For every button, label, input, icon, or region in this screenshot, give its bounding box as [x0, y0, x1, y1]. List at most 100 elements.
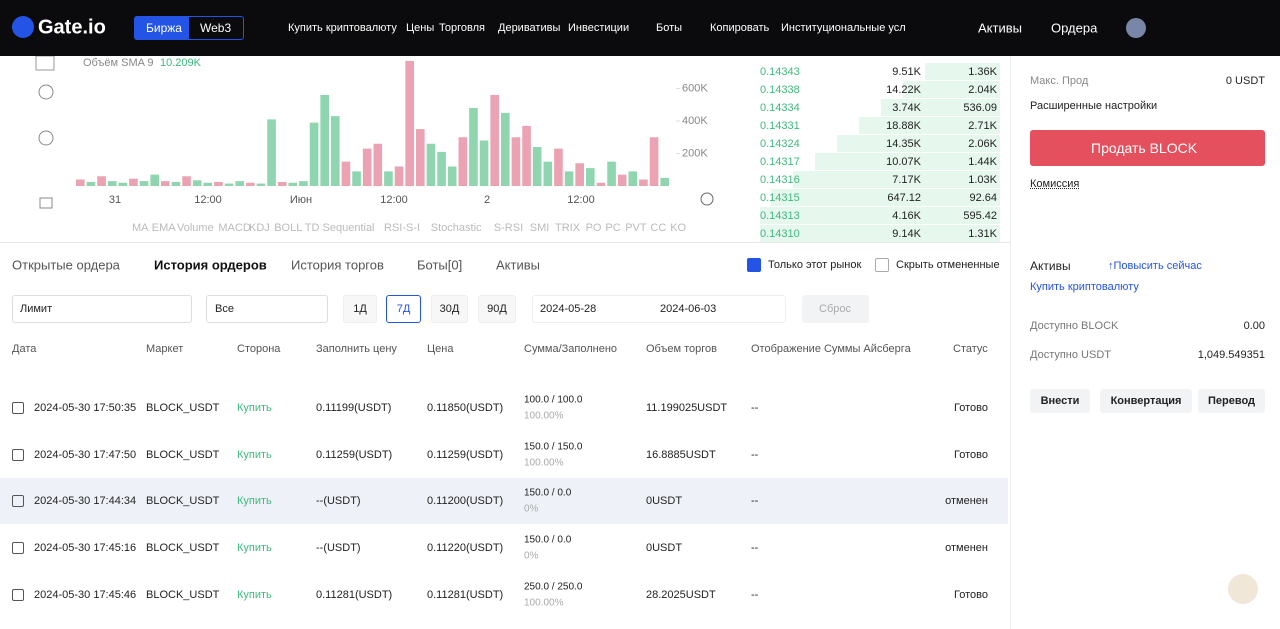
nav-menu-item[interactable]: Копировать	[710, 22, 770, 34]
asset-button-bg[interactable]	[1198, 389, 1265, 413]
asset-button[interactable]: Конвертация	[1110, 395, 1182, 407]
reset-button-bg[interactable]	[802, 295, 869, 323]
nav-menu-item[interactable]: Боты	[656, 22, 683, 34]
buy-link[interactable]: Купить криптовалюту	[1030, 281, 1139, 293]
indicator[interactable]: KDJ	[249, 222, 270, 234]
avatar[interactable]	[1126, 18, 1146, 38]
indicator[interactable]: CC	[650, 222, 666, 234]
fee-link[interactable]: Комиссия	[1030, 178, 1080, 190]
indicator[interactable]: Volume	[177, 222, 214, 234]
asset-button[interactable]: Перевод	[1207, 395, 1256, 407]
support-icon[interactable]	[1228, 574, 1258, 604]
nav-menu-item[interactable]: Цены	[406, 22, 435, 34]
volume-bar	[267, 119, 276, 186]
indicator[interactable]: PVT	[625, 222, 647, 234]
period-button[interactable]	[343, 295, 377, 323]
asset-button-bg[interactable]	[1030, 389, 1090, 413]
x-tick-label: 12:00	[567, 194, 595, 206]
book-total: 2.04K	[968, 84, 997, 96]
book-price[interactable]: 0.14315	[760, 192, 800, 204]
nav-menu-item[interactable]: Купить криптовалюту	[288, 22, 397, 34]
period-button[interactable]	[431, 295, 468, 323]
nav-tab[interactable]: Биржа	[146, 21, 182, 35]
period-button[interactable]	[478, 295, 516, 323]
book-price[interactable]: 0.14316	[760, 174, 800, 186]
asset-button[interactable]: Внести	[1040, 395, 1080, 407]
cell-iceberg: --	[751, 449, 759, 461]
indicator[interactable]: RSI-S-I	[384, 222, 420, 234]
select[interactable]	[206, 295, 328, 323]
cell-side: Купить	[237, 542, 272, 554]
period-button[interactable]	[386, 295, 421, 323]
book-price[interactable]: 0.14331	[760, 120, 800, 132]
indicator[interactable]: EMA	[152, 222, 177, 234]
advanced-settings[interactable]: Расширенные настройки	[1030, 100, 1158, 112]
nav-menu-item[interactable]: Инвестиции	[568, 22, 630, 34]
order-tab[interactable]: История ордеров	[154, 257, 267, 273]
tool-icon	[35, 56, 55, 71]
order-tab[interactable]: Активы	[496, 257, 540, 273]
period-label[interactable]: 90Д	[487, 303, 507, 315]
upgrade-link[interactable]: ↑Повысить сейчас	[1108, 260, 1202, 272]
select-value[interactable]: Лимит	[20, 303, 53, 315]
indicator[interactable]: PO	[586, 222, 602, 234]
logo-icon	[12, 16, 34, 38]
period-label[interactable]: 30Д	[439, 303, 460, 315]
asset-button-bg[interactable]	[1100, 389, 1192, 413]
indicator[interactable]: MA	[132, 222, 149, 234]
expand-icon[interactable]	[12, 402, 24, 414]
book-price[interactable]: 0.14313	[760, 210, 800, 222]
order-tab[interactable]: Открытые ордера	[12, 257, 120, 273]
expand-icon[interactable]	[12, 542, 24, 554]
expand-icon[interactable]	[12, 495, 24, 507]
reset-button[interactable]: Сброс	[819, 303, 851, 315]
period-label[interactable]: 7Д	[396, 303, 411, 315]
cell-amount: 150.0 / 0.0	[524, 487, 572, 499]
indicator[interactable]: S-RSI	[494, 222, 523, 234]
date-to[interactable]: 2024-06-03	[660, 303, 717, 315]
volume-bar	[299, 181, 308, 186]
check-label[interactable]: Только этот рынок	[768, 259, 862, 271]
volume-bar	[394, 166, 404, 186]
volume-bar	[543, 161, 553, 186]
check-label[interactable]: Скрыть отмененные	[896, 259, 1000, 271]
book-amount: 3.74K	[892, 102, 921, 114]
sell-button[interactable]: Продать BLOCK	[1091, 140, 1198, 156]
indicator[interactable]: TD Sequential	[305, 222, 375, 234]
sma-label: Объём SMA 9	[83, 57, 154, 69]
indicator[interactable]: Stochastic	[431, 222, 482, 234]
book-price[interactable]: 0.14334	[760, 102, 800, 114]
date-range[interactable]	[532, 295, 786, 323]
volume-bar	[288, 182, 298, 186]
nav-menu-item[interactable]: Деривативы	[498, 22, 561, 34]
nav-right-item[interactable]: Ордера	[1051, 20, 1098, 36]
indicator[interactable]: TRIX	[555, 222, 581, 234]
select-value[interactable]: Все	[215, 303, 234, 315]
book-price[interactable]: 0.14324	[760, 138, 800, 150]
date-from[interactable]: 2024-05-28	[540, 303, 597, 315]
period-label[interactable]: 1Д	[353, 303, 367, 315]
logo[interactable]: Gate.io	[38, 16, 106, 39]
nav-right-item[interactable]: Активы	[978, 20, 1022, 36]
book-price[interactable]: 0.14317	[760, 156, 800, 168]
indicator[interactable]: SMI	[530, 222, 550, 234]
expand-icon[interactable]	[12, 589, 24, 601]
order-tab[interactable]: Боты[0]	[417, 257, 463, 273]
indicator[interactable]: PC	[605, 222, 620, 234]
nav-menu-item[interactable]: Институциональные усл	[781, 22, 906, 34]
nav-menu-item[interactable]: Торговля	[439, 22, 485, 34]
order-tab[interactable]: История торгов	[291, 257, 384, 273]
sell-button-bg[interactable]	[1030, 130, 1265, 166]
indicator[interactable]: MACD	[218, 222, 250, 234]
checkbox-checked[interactable]	[747, 258, 761, 272]
book-price[interactable]: 0.14338	[760, 84, 800, 96]
expand-icon[interactable]	[12, 449, 24, 461]
book-price[interactable]: 0.14310	[760, 228, 800, 240]
book-price[interactable]: 0.14343	[760, 66, 800, 78]
checkbox[interactable]	[875, 258, 889, 272]
indicator[interactable]: BOLL	[274, 222, 302, 234]
select[interactable]	[12, 295, 192, 323]
nav-tab[interactable]: Web3	[200, 21, 232, 35]
indicator[interactable]: KO	[670, 222, 686, 234]
